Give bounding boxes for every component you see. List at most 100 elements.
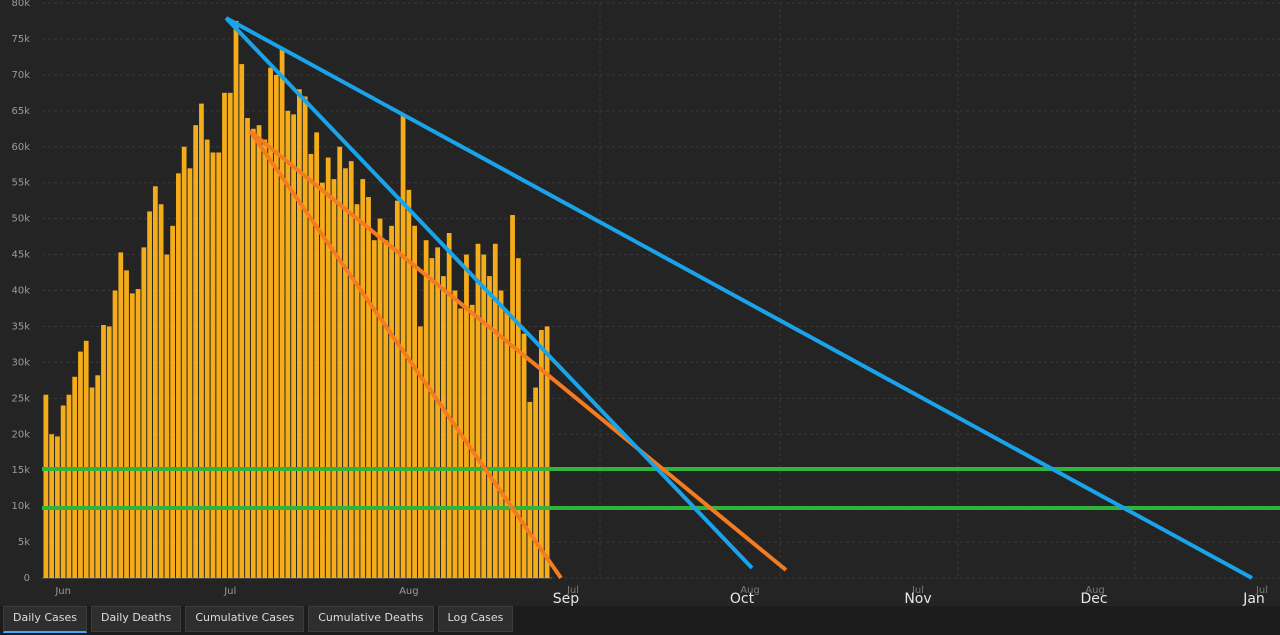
bar [302, 96, 308, 578]
bar [106, 326, 112, 578]
bar [273, 74, 279, 578]
bar [533, 387, 538, 578]
y-tick-label: 15k [11, 465, 30, 476]
y-tick-label: 75k [11, 34, 30, 45]
tab[interactable]: Cumulative Deaths [308, 606, 434, 632]
y-tick-label: 45k [11, 250, 30, 261]
bar [227, 92, 233, 578]
bar [320, 182, 325, 578]
annotation-label: Sep [553, 591, 580, 606]
bar [135, 289, 141, 578]
bar [510, 215, 515, 578]
bar [222, 92, 227, 578]
x-tick-label: Jul [223, 586, 236, 597]
bar [452, 290, 458, 578]
bar [83, 340, 89, 578]
bar [487, 276, 492, 578]
bar [72, 376, 78, 578]
overlay-label: Aug [740, 585, 760, 596]
bar [199, 103, 204, 578]
bar [297, 89, 302, 578]
bar [314, 132, 320, 578]
tab[interactable]: Daily Deaths [90, 606, 182, 632]
bar [446, 233, 452, 578]
bar [95, 375, 101, 578]
overlay-label: Jul [566, 585, 579, 596]
bar [492, 243, 498, 578]
trend-line [225, 16, 1253, 580]
bar [239, 64, 245, 578]
y-tick-label: 50k [11, 214, 30, 225]
bar [544, 326, 550, 578]
y-tick-label: 25k [11, 393, 30, 404]
y-tick-label: 10k [11, 501, 30, 512]
bar [129, 293, 135, 578]
annotation-label: Jan [1242, 591, 1265, 606]
x-tick-label: Aug [399, 586, 419, 597]
bar [348, 161, 354, 578]
bar [176, 173, 181, 578]
bar [325, 157, 331, 578]
bar [158, 204, 164, 578]
bar [538, 330, 544, 578]
bar [291, 114, 296, 578]
x-tick-label: Jun [54, 586, 71, 597]
bar [66, 394, 72, 578]
bar [256, 125, 262, 578]
bar [78, 351, 83, 578]
overlay-label: Jul [911, 585, 924, 596]
bar [498, 290, 504, 578]
bar-layer [43, 20, 550, 578]
bar [481, 254, 487, 578]
y-tick-label: 20k [11, 429, 30, 440]
bar [354, 204, 360, 578]
bar [262, 139, 268, 578]
y-tick-label: 30k [11, 357, 30, 368]
bar [504, 312, 510, 578]
label-layer: 0 5k 10k 15k 20k 25k 30k 35k 40k 45k 50k 55k 60k 65k 7… [11, 0, 1268, 606]
bar [337, 146, 343, 578]
bar [343, 168, 348, 578]
bar [394, 200, 400, 578]
bar [475, 243, 481, 578]
bar [406, 189, 412, 578]
y-tick-label: 70k [11, 70, 30, 81]
bar [400, 114, 406, 578]
bar [101, 325, 106, 578]
bar [527, 401, 533, 578]
bar [245, 118, 250, 578]
bar [118, 252, 124, 578]
tab-bar: Daily Cases Daily Deaths Cumulative Cases C… [0, 606, 1280, 635]
y-tick-label: 65k [11, 106, 30, 117]
tab[interactable]: Daily Cases [3, 606, 87, 633]
tab[interactable]: Log Cases [437, 606, 514, 632]
annotation-label: Dec [1080, 591, 1107, 606]
bar [43, 394, 49, 578]
overlay-label: Jul [1255, 585, 1268, 596]
bar [112, 290, 118, 578]
bar [383, 240, 389, 578]
bar [377, 218, 383, 578]
y-tick-label: 40k [11, 286, 30, 297]
bar [429, 258, 435, 578]
bar [204, 139, 210, 578]
bar [193, 125, 199, 578]
tab[interactable]: Cumulative Cases [185, 606, 305, 632]
y-tick-label: 35k [11, 321, 30, 332]
bar [141, 247, 147, 578]
bar [181, 146, 187, 578]
y-tick-label: 5k [18, 537, 30, 548]
bar [458, 308, 464, 578]
bar [124, 270, 129, 578]
bar [464, 254, 469, 578]
bar [441, 276, 446, 578]
bar [250, 128, 256, 578]
bar [417, 326, 423, 578]
bar [268, 67, 273, 578]
bar [164, 254, 170, 578]
y-tick-label: 0 [24, 573, 30, 584]
annotation-layer [42, 16, 1280, 580]
bar [279, 47, 285, 578]
annotation-label: Nov [904, 591, 931, 606]
